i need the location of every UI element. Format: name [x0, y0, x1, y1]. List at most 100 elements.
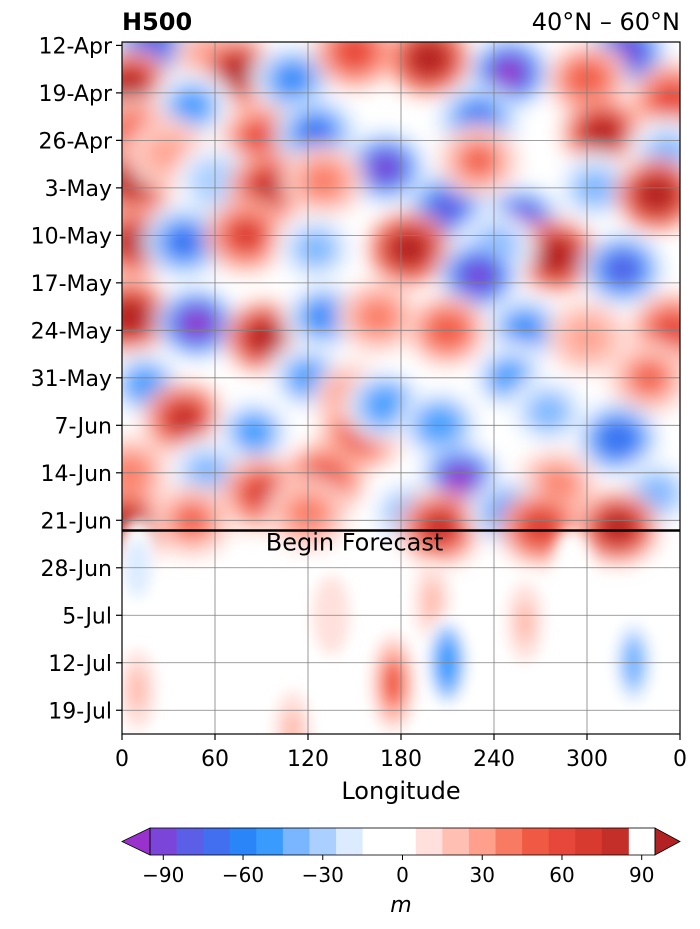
colorbar-segment: [150, 828, 177, 855]
colorbar-segment: [495, 828, 523, 855]
anomaly-blob-27: [615, 157, 680, 232]
anomaly-level: [422, 511, 457, 543]
anomaly-blob-30: [142, 205, 226, 279]
anomaly-blob-78: [506, 582, 544, 662]
anomaly-level: [151, 138, 186, 170]
x-tick-label: 120: [287, 747, 329, 772]
anomaly-level: [600, 511, 636, 543]
anomaly-level: [411, 43, 446, 75]
y-tick-label: 31-May: [31, 367, 112, 392]
colorbar-tick-label: −60: [222, 863, 264, 887]
colorbar-segment: [468, 828, 496, 855]
y-tick-label: 19-Jul: [48, 699, 112, 724]
anomaly-blob-83: [274, 691, 311, 734]
x-tick-label: 180: [380, 747, 422, 772]
anomaly-blob-72: [499, 490, 582, 564]
colorbar-tick-label: 60: [549, 863, 574, 887]
anomaly-blob-6: [313, 42, 396, 89]
anomaly-level: [236, 416, 271, 448]
anomaly-blob-34: [514, 218, 598, 293]
anomaly-level: [585, 118, 620, 149]
y-tick-label: 7-Jun: [54, 414, 112, 439]
anomaly-level: [600, 423, 636, 455]
anomaly-level: [247, 321, 282, 353]
anomaly-blob-7: [387, 42, 470, 96]
y-tick-label: 12-Apr: [38, 34, 112, 59]
colorbar-label: m: [390, 893, 411, 918]
anomaly-level: [166, 403, 202, 434]
anomaly-level: [639, 179, 674, 210]
anomaly-level: [298, 118, 333, 149]
y-tick-label: 26-Apr: [38, 129, 112, 154]
anomaly-level: [179, 308, 214, 339]
colorbar-segment: [522, 828, 550, 855]
anomaly-blob-28: [437, 123, 520, 198]
anomaly-level: [298, 233, 333, 265]
anomaly-blob-75: [370, 634, 416, 733]
colorbar-segment: [336, 828, 364, 855]
colorbar-segment: [362, 828, 390, 855]
anomaly-blob-33: [367, 212, 450, 286]
colorbar-tick-label: −90: [142, 863, 184, 887]
anomaly-level: [368, 152, 403, 183]
anomaly-blob-25: [282, 144, 365, 218]
colorbar-segment: [256, 828, 284, 855]
grid-lines: [122, 42, 680, 734]
anomaly-level: [122, 301, 147, 333]
x-axis-label: Longitude: [341, 777, 460, 805]
anomaly-blob-13: [561, 96, 644, 171]
anomaly-level: [639, 477, 674, 509]
x-axis: 0 60 120 180 240 300 0: [115, 734, 687, 772]
anomaly-level: [360, 301, 395, 333]
anomaly-blob-57: [507, 375, 590, 449]
anomaly-level: [422, 581, 442, 623]
anomaly-level: [461, 145, 496, 176]
anomaly-level: [275, 64, 310, 95]
colorbar-segment: [601, 828, 629, 855]
anomaly-level: [538, 240, 574, 271]
anomaly-blob-38: [155, 286, 238, 361]
colorbar-extend-low: [121, 827, 151, 856]
chart-title-left: H500: [122, 8, 192, 36]
y-tick-label: 14-Jun: [40, 462, 112, 487]
anomaly-blob-73: [576, 490, 660, 564]
colorbar-segment: [548, 828, 576, 855]
x-tick-label: 60: [201, 747, 229, 772]
y-tick-label: 28-Jun: [40, 557, 112, 582]
anomaly-level: [383, 662, 403, 704]
y-tick-label: 12-Jul: [48, 652, 112, 677]
colorbar-segment: [282, 828, 310, 855]
x-tick-label: 0: [115, 747, 129, 772]
anomaly-blob-82: [122, 650, 156, 730]
anomaly-level: [283, 710, 302, 734]
colorbar-extend-high: [654, 827, 681, 856]
y-tick-label: 19-Apr: [38, 82, 112, 107]
y-tick-label: 3-May: [45, 177, 112, 202]
anomaly-level: [128, 669, 147, 711]
colorbar-tick-label: 90: [629, 863, 654, 887]
anomaly-level: [655, 84, 680, 115]
anomaly-level: [166, 226, 202, 258]
anomaly-blob-32: [274, 212, 357, 286]
anomaly-blob-17: [344, 130, 427, 205]
anomaly-level: [442, 464, 477, 495]
forecast-label: Begin Forecast: [266, 528, 444, 556]
anomaly-level: [605, 254, 640, 285]
anomaly-blob-58: [576, 402, 660, 476]
anomaly-level: [523, 511, 558, 543]
colorbar-segment: [575, 828, 603, 855]
y-tick-label: 5-Jul: [62, 604, 112, 629]
anomaly-level: [461, 260, 496, 292]
y-tick-label: 24-May: [31, 319, 112, 344]
anomaly-blob-36: [581, 232, 664, 307]
colorbar-tick-label: −30: [302, 863, 344, 887]
colorbar-segment: [415, 828, 443, 855]
anomaly-level: [128, 369, 163, 400]
colorbar-segment: [389, 828, 417, 855]
colorbar-segment: [229, 828, 257, 855]
anomaly-blob-55: [344, 368, 427, 442]
x-tick-label: 240: [473, 747, 515, 772]
colorbar-segment: [176, 828, 204, 855]
anomaly-level: [306, 165, 341, 197]
